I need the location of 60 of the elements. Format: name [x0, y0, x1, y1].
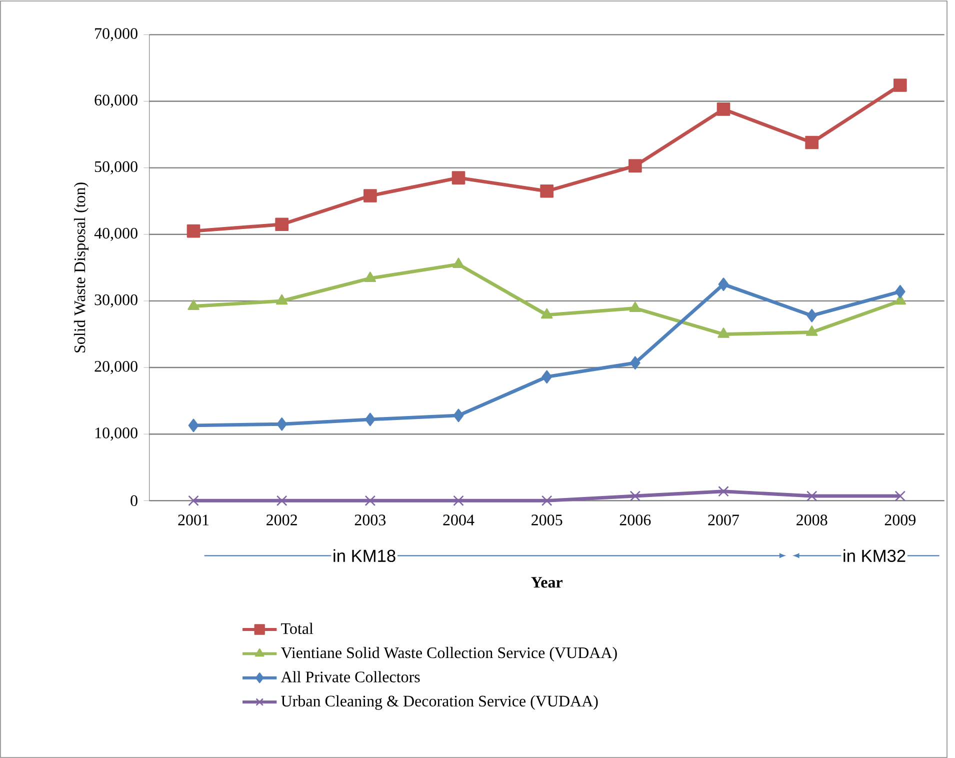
point: [364, 495, 376, 506]
legend-label: Urban Cleaning & Decoration Service (VUDAA): [281, 695, 598, 710]
text: in KM18: [334, 549, 396, 562]
x-tick-label: 2009: [884, 514, 916, 526]
point: [188, 300, 200, 310]
y-axis-title: Solid Waste Disposal (ton): [74, 182, 88, 352]
point: [806, 308, 818, 322]
y-tick-label: 60,000: [94, 94, 138, 108]
point: [629, 302, 642, 312]
point: [275, 218, 289, 232]
point: [188, 418, 199, 432]
point: [894, 490, 906, 502]
point: [542, 370, 552, 384]
point: [276, 495, 288, 506]
text: in KM32: [844, 549, 906, 562]
point: [718, 328, 730, 338]
point: [452, 171, 466, 184]
x-tick-label: 2003: [354, 514, 386, 526]
x-tick-label: 2002: [266, 514, 297, 526]
point: [628, 159, 642, 172]
point: [188, 495, 199, 506]
point: [453, 495, 464, 506]
x-tick-label: 2004: [443, 514, 474, 526]
legend-label: Total: [281, 622, 314, 634]
point: [716, 102, 730, 116]
point: [630, 356, 640, 370]
point: [806, 490, 818, 502]
x-tick-label: 2007: [708, 514, 740, 526]
point: [364, 189, 377, 202]
point: [186, 224, 200, 238]
y-tick-label: 40,000: [94, 228, 138, 241]
point: [895, 284, 906, 298]
point: [541, 495, 552, 506]
point: [276, 417, 288, 431]
y-tick-label: 50,000: [94, 161, 138, 174]
point: [540, 308, 553, 319]
x-tick-label: 2008: [796, 514, 828, 526]
legend-label: Vientiane Solid Waste Collection Service (VUDAA): [280, 646, 617, 662]
point: [452, 258, 464, 268]
point: [453, 408, 464, 422]
point: [630, 490, 641, 502]
x-tick-label: 2005: [532, 514, 562, 526]
legend-label: All Private Collectors: [280, 671, 420, 682]
point: [894, 78, 907, 92]
x-tick-label: 2001: [178, 514, 209, 526]
y-tick-label: 30,000: [94, 294, 138, 308]
point: [806, 326, 818, 336]
y-tick-label: 10,000: [95, 428, 138, 441]
point: [718, 486, 729, 497]
point: [365, 412, 376, 426]
y-tick-label: 0: [130, 495, 138, 506]
x-tick-label: 2006: [620, 514, 651, 526]
point: [364, 272, 376, 282]
point: [276, 294, 288, 305]
y-tick-label: 70,000: [95, 28, 138, 42]
x-axis-title: Year: [531, 577, 562, 588]
y-tick-label: 20,000: [94, 360, 138, 374]
point: [805, 136, 819, 150]
point: [718, 278, 729, 291]
point: [540, 184, 554, 198]
